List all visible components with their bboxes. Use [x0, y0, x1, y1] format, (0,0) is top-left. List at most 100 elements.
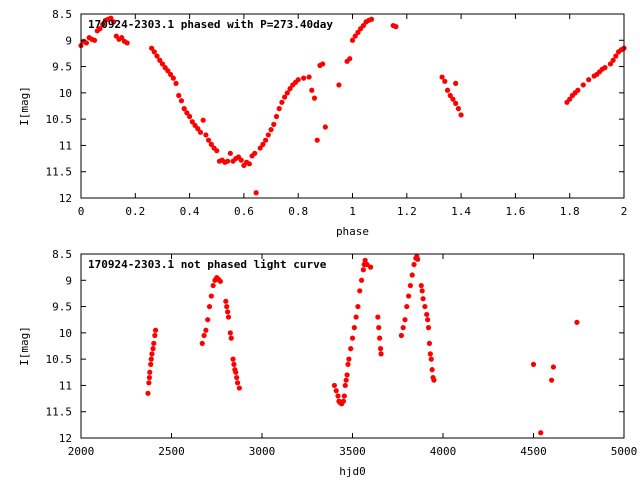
- unphased-data-point: [208, 293, 214, 299]
- unphased-data-point: [429, 367, 435, 373]
- unphased-data-point: [148, 361, 154, 367]
- unphased-data-point: [368, 264, 374, 270]
- unphased-data-point: [340, 398, 347, 404]
- unphased-data-point: [419, 288, 425, 294]
- unphased-data-point: [342, 382, 348, 389]
- unphased-data-point: [400, 325, 406, 331]
- phased-data-point: [170, 75, 176, 81]
- unphased-y-tick-label: 11: [59, 379, 72, 392]
- phased-data-point: [189, 119, 195, 125]
- phased-data-point: [295, 77, 301, 83]
- phased-data-point: [442, 78, 448, 84]
- unphased-data-point: [425, 317, 431, 323]
- unphased-points: [145, 254, 580, 436]
- unphased-data-point: [375, 314, 381, 320]
- unphased-data-point: [148, 356, 154, 362]
- unphased-data-point: [574, 319, 580, 325]
- phased-data-point: [265, 132, 271, 138]
- unphased-data-point: [201, 332, 207, 339]
- unphased-data-point: [206, 303, 213, 310]
- unphased-data-point: [331, 382, 337, 389]
- phased-data-point: [610, 57, 616, 63]
- phased-x-tick-label: 1.6: [505, 205, 525, 218]
- unphased-data-point: [230, 356, 236, 362]
- unphased-x-tick-label: 4500: [520, 445, 547, 458]
- unphased-data-point: [402, 317, 408, 323]
- unphased-data-point: [530, 361, 537, 367]
- phased-data-point: [273, 113, 280, 120]
- phased-x-tick-label: 0.6: [234, 205, 254, 218]
- unphased-data-point: [150, 346, 156, 352]
- unphased-data-point: [234, 380, 241, 386]
- phased-data-point: [214, 148, 220, 154]
- unphased-x-axis-label: hjd0: [339, 465, 366, 478]
- phased-data-point: [439, 74, 445, 80]
- phased-data-point: [322, 124, 328, 130]
- phased-data-point: [159, 61, 166, 67]
- phased-data-point: [567, 96, 573, 102]
- unphased-data-point: [357, 288, 363, 294]
- unphased-data-point: [147, 369, 153, 375]
- unphased-data-point: [151, 340, 157, 346]
- unphased-data-point: [364, 261, 370, 268]
- unphased-data-point: [227, 330, 233, 336]
- unphased-data-point: [152, 332, 158, 339]
- phased-data-point: [602, 65, 608, 71]
- unphased-data-point: [348, 346, 354, 352]
- unphased-data-point: [223, 298, 229, 304]
- phased-data-point: [167, 71, 174, 78]
- unphased-data-point: [345, 361, 351, 367]
- phased-x-tick-label: 2: [621, 205, 628, 218]
- phased-x-tick-label: 1.8: [560, 205, 580, 218]
- unphased-data-point: [228, 335, 234, 341]
- unphased-data-point: [351, 325, 357, 331]
- phased-x-tick-label: 1.2: [397, 205, 417, 218]
- phased-x-tick-label: 0.2: [125, 205, 145, 218]
- unphased-data-point: [360, 267, 366, 273]
- unphased-data-point: [377, 346, 384, 352]
- unphased-data-point: [376, 325, 382, 331]
- phased-y-tick-label: 11.5: [46, 166, 73, 179]
- phased-x-tick-label: 0.8: [288, 205, 308, 218]
- unphased-data-point: [145, 390, 151, 396]
- unphased-data-point: [344, 372, 350, 378]
- phased-data-point: [252, 150, 258, 156]
- phased-y-tick-label: 9: [65, 34, 72, 47]
- phased-x-tick-label: 0: [78, 205, 85, 218]
- phased-data-point: [257, 145, 263, 151]
- unphased-data-point: [418, 282, 424, 289]
- phased-data-point: [253, 190, 259, 196]
- phased-data-point: [246, 161, 252, 167]
- unphased-data-point: [398, 332, 404, 339]
- unphased-x-tick-label: 3500: [339, 445, 366, 458]
- phased-data-point: [311, 95, 318, 101]
- unphased-data-point: [377, 335, 383, 341]
- unphased-data-point: [425, 325, 432, 331]
- unphased-y-tick-label: 10: [59, 327, 72, 340]
- phased-data-point: [284, 90, 290, 96]
- phased-data-point: [108, 15, 114, 21]
- unphased-x-tick-label: 4000: [430, 445, 457, 458]
- phased-points: [78, 15, 627, 196]
- phased-data-point: [173, 80, 179, 86]
- phased-data-point: [238, 157, 244, 163]
- phased-data-point: [336, 82, 342, 88]
- unphased-chart-title: 170924-2303.1 not phased light curve: [88, 258, 327, 271]
- phased-data-point: [607, 61, 614, 67]
- phased-data-point: [349, 37, 356, 43]
- unphased-data-point: [225, 309, 231, 315]
- unphased-data-point: [378, 351, 384, 357]
- unphased-data-point: [427, 351, 433, 357]
- unphased-data-point: [538, 430, 544, 436]
- unphased-data-point: [203, 327, 209, 333]
- unphased-data-point: [362, 257, 368, 263]
- unphased-data-point: [349, 335, 356, 341]
- unphased-data-point: [152, 327, 159, 333]
- unphased-data-point: [236, 385, 242, 391]
- phased-data-point: [276, 106, 282, 112]
- unphased-data-point: [199, 340, 205, 346]
- unphased-data-point: [346, 356, 352, 362]
- phased-x-tick-label: 1: [349, 205, 356, 218]
- unphased-data-point: [217, 278, 223, 284]
- phased-data-point: [306, 74, 312, 80]
